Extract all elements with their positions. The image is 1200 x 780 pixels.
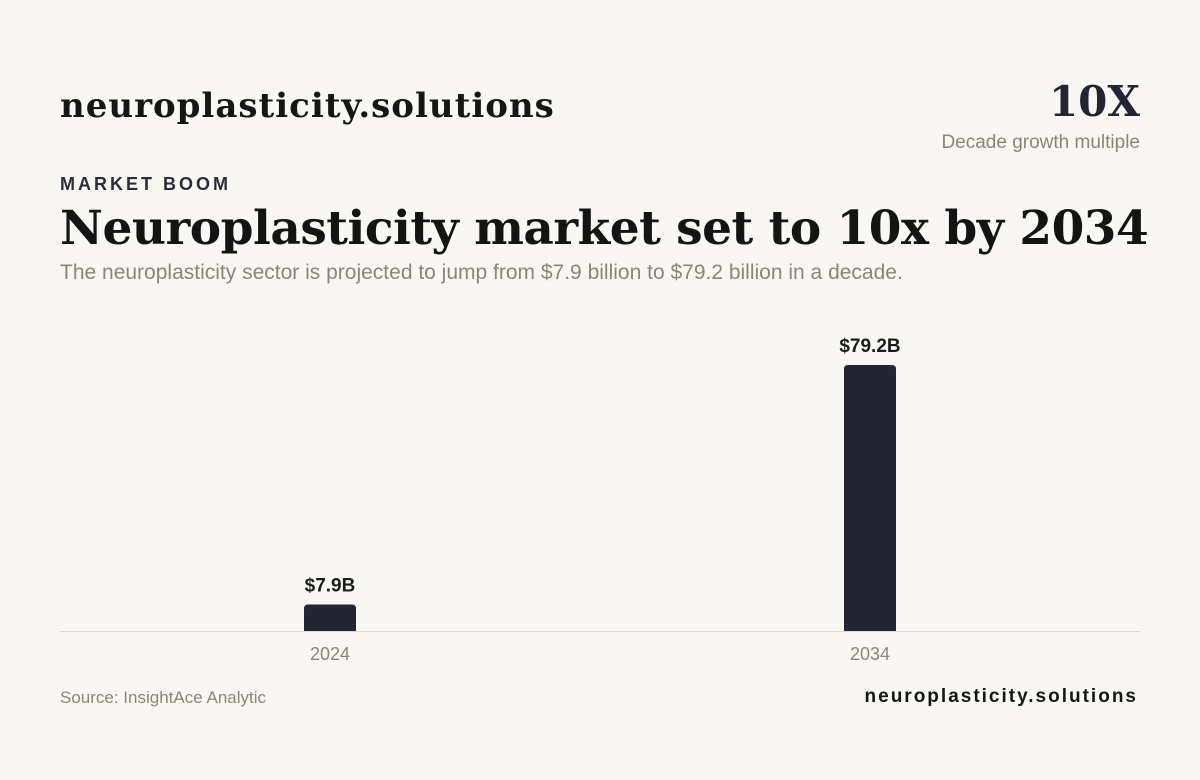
headline: Neuroplasticity market set to 10x by 203…: [60, 201, 1149, 256]
bar-chart-svg: $7.9B 2024 $79.2B 2034: [60, 336, 1140, 664]
bar-2034: [844, 365, 896, 631]
footer-brand: neuroplasticity.solutions: [864, 686, 1138, 707]
x-tick-label-2034: 2034: [850, 644, 890, 664]
value-label-2034: $79.2B: [839, 336, 900, 357]
x-tick-label-2024: 2024: [310, 644, 350, 664]
growth-stat: 10X Decade growth multiple: [941, 78, 1140, 154]
subtitle: The neuroplasticity sector is projected …: [60, 261, 903, 284]
bar-chart: $7.9B 2024 $79.2B 2034: [60, 300, 1140, 680]
value-label-2024: $7.9B: [305, 575, 356, 596]
brand-title: neuroplasticity.solutions: [60, 86, 555, 126]
growth-multiple: 10X: [1048, 77, 1140, 126]
bar-2024: [304, 604, 356, 631]
source-note: Source: InsightAce Analytic: [60, 688, 267, 707]
growth-multiple-label: Decade growth multiple: [941, 132, 1140, 153]
eyebrow-label: MARKET BOOM: [60, 174, 231, 194]
